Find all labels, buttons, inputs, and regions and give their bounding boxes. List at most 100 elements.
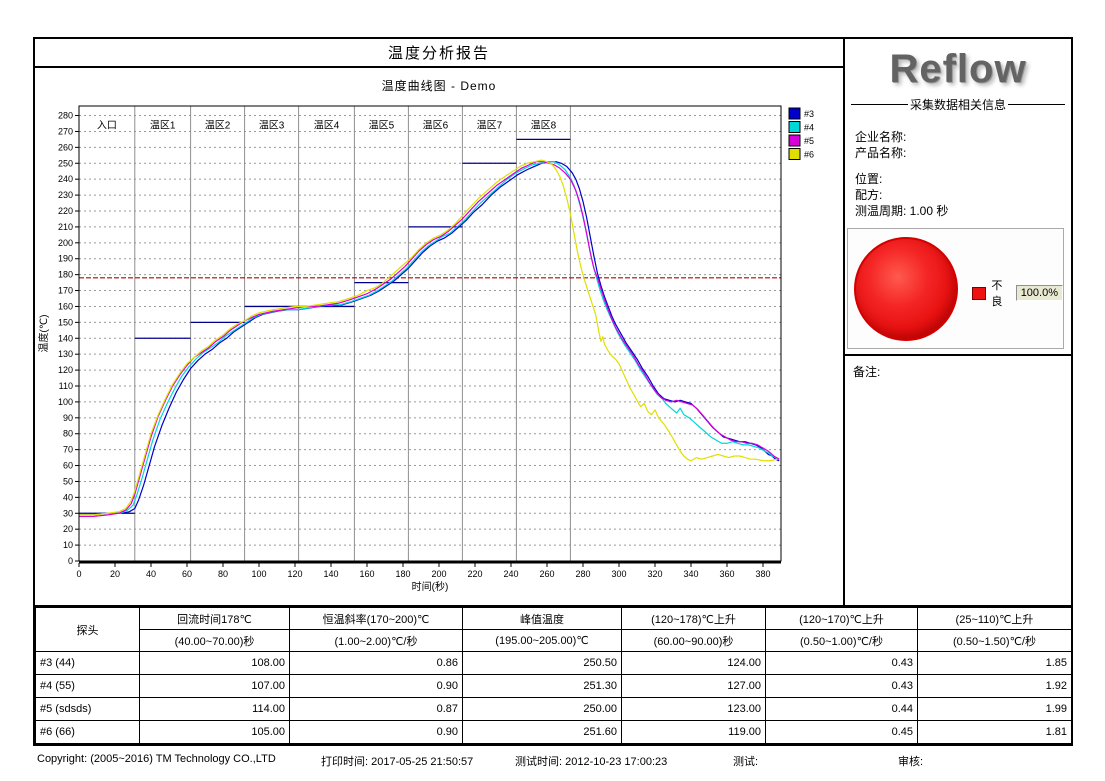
probe-cell: #4 (55) <box>35 674 140 698</box>
y-tick-label: 60 <box>63 461 73 471</box>
legend-swatch-3 <box>788 107 801 120</box>
column-header: (120~170)℃上升 <box>765 607 918 630</box>
series-line-5 <box>79 161 780 518</box>
table-body: #3 (44) 108.00 0.86 250.50 124.00 0.43 1.85 #4 … <box>35 651 1072 744</box>
value-cell: 1.99 <box>917 697 1072 721</box>
top-row: 温度分析报告 温度曲线图 - Demo 入口 温区1 温区2 温区3 温区4 温区5 温区6… <box>35 39 1071 607</box>
value-cell: 124.00 <box>621 651 766 675</box>
value-cell: 250.50 <box>462 651 622 675</box>
table-row: #3 (44) 108.00 0.86 250.50 124.00 0.43 1.85 <box>35 651 1072 675</box>
probe-cell: #5 (sdsds) <box>35 697 140 721</box>
value-cell: 0.90 <box>289 674 463 698</box>
x-tick-label: 120 <box>287 569 302 579</box>
y-tick-label: 270 <box>58 126 73 136</box>
column-range-header: (40.00~70.00)秒 <box>139 629 290 652</box>
company-name-field: 企业名称: <box>855 130 907 144</box>
x-tick-label: 280 <box>575 569 590 579</box>
value-cell: 105.00 <box>139 720 290 744</box>
y-tick-label: 110 <box>59 381 73 391</box>
value-cell: 0.86 <box>289 651 463 675</box>
location-field: 位置: <box>855 172 883 186</box>
plot-border <box>78 105 782 562</box>
y-tick-label: 10 <box>63 540 73 550</box>
column-range-header: (195.00~205.00)℃ <box>462 629 622 652</box>
zone-label: 温区1 <box>150 119 176 131</box>
zone-label: 温区7 <box>477 119 503 131</box>
value-cell: 0.43 <box>765 674 918 698</box>
y-tick-label: 0 <box>68 556 73 566</box>
legend-swatch-6 <box>788 148 801 160</box>
zone-label: 温区6 <box>423 119 449 131</box>
pie-slice-defect <box>854 237 958 341</box>
remarks-label: 备注: <box>853 365 881 379</box>
copyright-text: Copyright: (2005~2016) TM Technology CO.… <box>37 753 276 765</box>
y-tick-label: 100 <box>58 397 73 407</box>
remarks-section: 备注: <box>845 354 1071 605</box>
results-table: 探头 回流时间178℃ 恒温斜率(170~200)℃ 峰值温度 (120~178)℃上升… <box>35 607 1072 744</box>
divider-line <box>1008 104 1066 105</box>
column-range-header: (1.00~2.00)℃/秒 <box>289 629 463 652</box>
y-tick-label: 70 <box>63 445 73 455</box>
column-range-header: (60.00~90.00)秒 <box>621 629 766 652</box>
y-tick-label: 250 <box>58 158 73 168</box>
sample-period-field: 测温周期: 1.00 秒 <box>855 204 949 218</box>
y-tick-label: 180 <box>58 270 73 280</box>
y-tick-label: 150 <box>58 317 73 327</box>
defect-label: 不良 <box>991 280 1003 308</box>
value-cell: 250.00 <box>462 697 622 721</box>
probe-column-header: 探头 <box>35 607 140 652</box>
x-tick-label: 140 <box>323 569 338 579</box>
divider-line <box>851 104 908 105</box>
result-pie-chart: 不良 100.0% <box>847 228 1064 349</box>
column-header: 恒温斜率(170~200)℃ <box>289 607 463 630</box>
column-header: 回流时间178℃ <box>139 607 290 630</box>
reviewer-label: 审核: <box>898 756 924 768</box>
legend-label: #4 <box>804 123 814 133</box>
x-tick-label: 320 <box>647 569 662 579</box>
y-tick-label: 240 <box>58 174 73 184</box>
x-tick-label: 240 <box>503 569 518 579</box>
probe-cell: #6 (66) <box>35 720 140 744</box>
print-time: 打印时间: 2017-05-25 21:50:57 <box>321 756 474 768</box>
y-tick-label: 130 <box>58 349 73 359</box>
table-row: #6 (66) 105.00 0.90 251.60 119.00 0.45 1.81 <box>35 720 1072 744</box>
legend-swatch-4 <box>788 121 801 133</box>
value-cell: 127.00 <box>621 674 766 698</box>
value-cell: 123.00 <box>621 697 766 721</box>
product-name-field: 产品名称: <box>855 146 907 160</box>
value-cell: 119.00 <box>621 720 766 744</box>
column-range-header: (0.50~1.00)℃/秒 <box>765 629 918 652</box>
value-cell: 107.00 <box>139 674 290 698</box>
chart-block: 温度分析报告 温度曲线图 - Demo 入口 温区1 温区2 温区3 温区4 温区5 温区6… <box>35 39 845 605</box>
footer: Copyright: (2005~2016) TM Technology CO.… <box>33 753 1075 769</box>
y-tick-label: 230 <box>58 190 73 200</box>
x-tick-label: 40 <box>146 569 156 579</box>
value-cell: 0.43 <box>765 651 918 675</box>
table-row: #4 (55) 107.00 0.90 251.30 127.00 0.43 1.92 <box>35 674 1072 698</box>
value-cell: 1.85 <box>917 651 1072 675</box>
x-tick-label: 20 <box>110 569 120 579</box>
series-line-4 <box>79 161 780 516</box>
zone-label: 温区5 <box>369 119 395 131</box>
legend-label: #3 <box>804 109 814 119</box>
y-tick-label: 190 <box>58 254 73 264</box>
y-tick-label: 260 <box>58 142 73 152</box>
value-cell: 251.30 <box>462 674 622 698</box>
section-header: 采集数据相关信息 <box>851 96 1066 113</box>
value-cell: 0.44 <box>765 697 918 721</box>
column-header: (120~178)℃上升 <box>621 607 766 630</box>
y-tick-label: 280 <box>58 111 73 121</box>
column-header: 峰值温度 <box>462 607 622 630</box>
y-axis-label: 温度(℃) <box>37 315 50 353</box>
defect-color-swatch <box>972 286 987 300</box>
y-tick-label: 90 <box>63 413 73 423</box>
column-range-header: (0.50~1.50)℃/秒 <box>917 629 1072 652</box>
y-tick-label: 30 <box>63 508 73 518</box>
report-frame: 温度分析报告 温度曲线图 - Demo 入口 温区1 温区2 温区3 温区4 温区5 温区6… <box>33 37 1073 746</box>
value-cell: 1.81 <box>917 720 1072 744</box>
spacer <box>855 161 1071 171</box>
y-tick-label: 200 <box>58 238 73 248</box>
x-axis-label: 时间(秒) <box>412 580 449 593</box>
value-cell: 108.00 <box>139 651 290 675</box>
